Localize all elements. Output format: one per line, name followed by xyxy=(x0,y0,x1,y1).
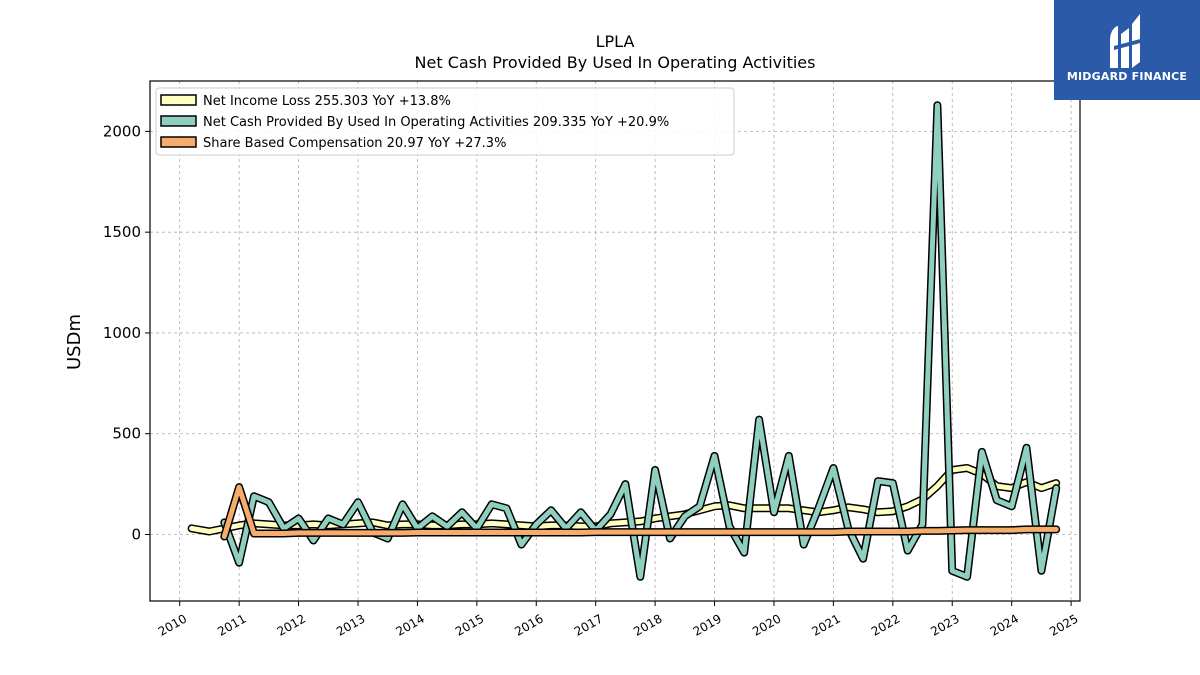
y-tick-label: 2000 xyxy=(103,122,141,140)
x-tick-label: 2025 xyxy=(1047,611,1080,638)
x-tick-label: 2023 xyxy=(928,611,961,638)
chart-subtitle: Net Cash Provided By Used In Operating A… xyxy=(415,53,816,72)
x-tick-label: 2013 xyxy=(334,611,367,638)
y-tick-label: 1500 xyxy=(103,223,141,241)
series-lines xyxy=(187,101,1061,581)
x-tick-label: 2010 xyxy=(156,611,189,638)
chart-title: LPLA xyxy=(596,32,635,51)
x-tick-label: 2020 xyxy=(750,611,783,638)
legend-label-2: Net Cash Provided By Used In Operating A… xyxy=(203,115,669,130)
x-tick-label: 2021 xyxy=(809,611,842,638)
x-tick-label: 2022 xyxy=(869,611,902,638)
x-tick-label: 2012 xyxy=(275,611,308,638)
y-axis-label: USDm xyxy=(64,314,85,370)
legend-label-3: Share Based Compensation 20.97 YoY +27.3… xyxy=(203,136,506,151)
x-tick-label: 2011 xyxy=(215,611,248,638)
legend-swatch-3 xyxy=(160,136,197,148)
midgard-finance-logo: MIDGARD FINANCE xyxy=(1054,0,1200,100)
legend-box xyxy=(155,87,735,156)
x-tick-label: 2018 xyxy=(631,611,664,638)
legend-swatch-1 xyxy=(160,94,197,106)
x-tick-label: 2014 xyxy=(393,611,426,638)
y-tick-label: 0 xyxy=(131,525,141,543)
x-tick-label: 2016 xyxy=(512,611,545,638)
series-line-3 xyxy=(221,484,1059,539)
legend: Net Income Loss 255.303 YoY +13.8% Net Ca… xyxy=(155,87,735,156)
x-tick-label: 2024 xyxy=(988,611,1021,638)
logo-text: MIDGARD FINANCE xyxy=(1066,70,1188,83)
legend-swatch-2 xyxy=(160,115,197,127)
logo-mark-icon xyxy=(1110,14,1144,68)
x-tick-label: 2017 xyxy=(572,611,605,638)
x-tick-label: 2019 xyxy=(691,611,724,638)
x-tick-label: 2015 xyxy=(453,611,486,638)
plot-frame xyxy=(149,80,1081,602)
y-tick-label: 500 xyxy=(112,425,141,443)
y-tick-label: 1000 xyxy=(103,324,141,342)
legend-label-1: Net Income Loss 255.303 YoY +13.8% xyxy=(203,94,451,109)
